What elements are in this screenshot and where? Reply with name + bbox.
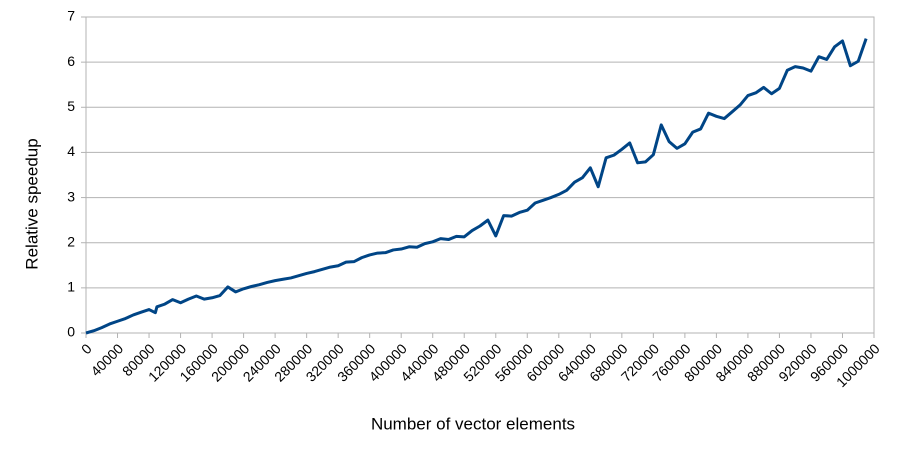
x-tick-label: 0 (78, 340, 95, 357)
y-tick-label: 1 (67, 279, 75, 295)
data-line (85, 38, 868, 335)
plot-border (85, 16, 875, 334)
y-tick-label: 5 (67, 98, 75, 114)
y-tick-label: 3 (67, 188, 75, 204)
x-axis-title: Number of vector elements (371, 414, 575, 433)
y-tick-label: 2 (67, 233, 75, 249)
x-tick-label: 40000 (87, 340, 126, 379)
y-tick-label: 0 (67, 324, 75, 340)
y-tick-label: 7 (67, 8, 75, 24)
y-tick-label: 6 (67, 53, 75, 69)
y-tick-label: 4 (67, 143, 75, 159)
y-axis-title: Relative speedup (22, 138, 41, 269)
